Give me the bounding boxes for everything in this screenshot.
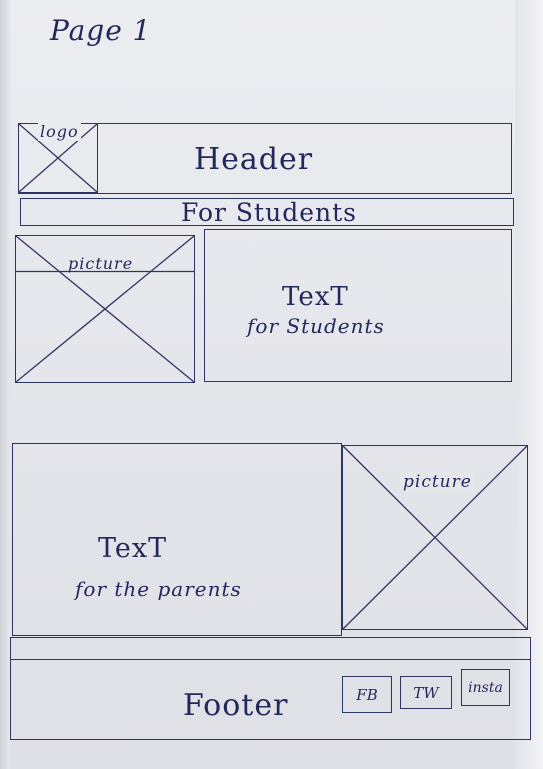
paper-edge-left — [0, 0, 10, 769]
paper-edge-right — [515, 0, 543, 769]
instagram-link[interactable]: insta — [461, 669, 510, 706]
parents-picture-placeholder — [342, 445, 528, 630]
students-picture-placeholder — [15, 235, 195, 383]
header-title: Header — [194, 142, 314, 177]
parents-text-subtitle: for the parents — [75, 577, 242, 601]
parents-picture-cross-lines — [342, 445, 528, 630]
twitter-link[interactable]: TW — [400, 676, 452, 709]
students-picture-cross-lines — [15, 235, 195, 383]
students-banner-label: For Students — [181, 198, 357, 227]
parents-text-box — [12, 443, 342, 636]
page-title: Page 1 — [50, 14, 152, 47]
students-picture-label: picture — [68, 254, 134, 273]
parents-text-title: TexT — [98, 533, 168, 564]
logo-cross-lines — [18, 123, 98, 193]
facebook-link[interactable]: FB — [342, 676, 392, 713]
students-text-subtitle: for Students — [247, 314, 385, 338]
footer-inner-line — [10, 659, 531, 660]
students-banner — [20, 198, 514, 226]
logo-placeholder — [18, 123, 98, 193]
footer-label: Footer — [183, 688, 289, 723]
parents-picture-label: picture — [400, 472, 475, 492]
footer-box — [10, 637, 531, 740]
logo-label: logo — [38, 122, 81, 141]
students-text-title: TexT — [282, 282, 349, 312]
students-text-box — [204, 229, 512, 382]
